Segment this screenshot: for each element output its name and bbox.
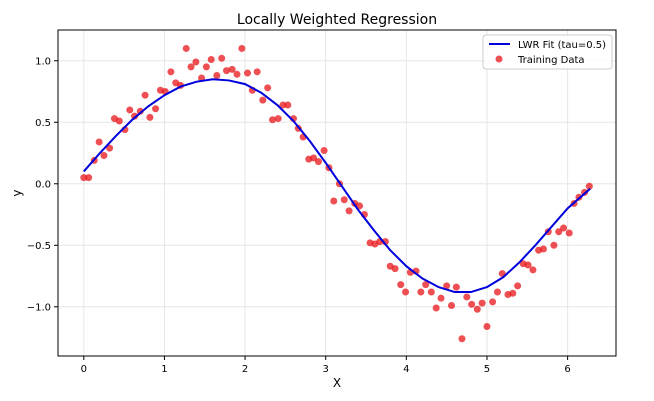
x-tick-label: 1	[161, 364, 167, 375]
training-data-point	[478, 299, 486, 307]
training-data-point	[264, 84, 272, 92]
training-data-point	[314, 158, 322, 166]
training-data-point	[493, 288, 501, 296]
training-data-point	[131, 112, 139, 120]
training-data-point	[443, 282, 451, 290]
training-data-point	[585, 182, 593, 190]
training-data-point	[550, 241, 558, 249]
training-data-point	[468, 300, 476, 308]
training-data-point	[397, 281, 405, 289]
training-data-point	[340, 196, 348, 204]
training-data-point	[80, 174, 88, 182]
training-data-point	[555, 228, 563, 236]
x-tick-label: 5	[484, 364, 490, 375]
training-data-point	[473, 305, 481, 313]
training-data-point	[136, 107, 144, 115]
training-data-point	[253, 68, 261, 76]
training-data-point	[218, 54, 226, 62]
training-data-point	[182, 44, 190, 52]
training-data-point	[560, 224, 568, 232]
training-data-point	[207, 56, 215, 64]
training-data-point	[514, 282, 522, 290]
chart-title: Locally Weighted Regression	[237, 12, 437, 28]
training-data-point	[146, 113, 154, 121]
legend: LWR Fit (tau=0.5) Training Data	[482, 34, 613, 70]
x-axis-label: X	[333, 376, 341, 390]
training-data-point	[524, 261, 532, 269]
training-data-point	[152, 105, 160, 113]
training-data-point	[463, 293, 471, 301]
training-data-point	[85, 174, 93, 182]
grid	[58, 30, 616, 356]
training-data-point	[489, 298, 497, 306]
training-data-point	[320, 147, 328, 155]
x-tick-label: 4	[403, 364, 409, 375]
training-data-point	[126, 106, 134, 114]
training-data-point	[427, 288, 435, 296]
legend-box	[482, 34, 613, 70]
legend-data-label: Training Data	[517, 55, 585, 66]
training-data-point	[422, 281, 430, 289]
training-data-point	[259, 96, 267, 104]
training-data-point	[192, 58, 200, 66]
training-data-point	[141, 91, 149, 99]
lwr-fit-line	[83, 78, 591, 294]
training-data-point	[345, 207, 353, 215]
y-tick-label: 0.5	[35, 118, 51, 129]
x-tick-label: 6	[564, 364, 570, 375]
training-data-point	[483, 322, 491, 330]
y-tick-label: −0.5	[27, 241, 51, 252]
training-data-point	[274, 115, 282, 123]
training-data-point	[539, 245, 547, 253]
y-tick-label: 1.0	[35, 56, 51, 67]
plot-area-frame	[57, 29, 617, 357]
y-tick-label: −1.0	[27, 302, 51, 313]
training-data-point	[310, 154, 318, 162]
training-data-point	[213, 72, 221, 80]
training-data-point	[243, 69, 251, 77]
y-axis-label: y	[10, 189, 24, 196]
training-data-point	[432, 304, 440, 312]
training-data-point	[100, 151, 108, 159]
training-data-point	[268, 116, 276, 124]
training-data-point	[417, 288, 425, 296]
axis-ticks: 0 1 2 3 4 5 6 −1.0 −0.5 0.0 0.5 1.0	[27, 56, 571, 375]
training-data-point	[279, 101, 287, 109]
training-data-point	[452, 283, 460, 291]
training-data-point	[115, 117, 123, 125]
x-tick-label: 3	[323, 364, 329, 375]
training-data-point	[391, 265, 399, 273]
legend-data-swatch	[495, 55, 503, 63]
training-data-point	[95, 138, 103, 146]
training-data-point	[448, 302, 455, 310]
training-data-point	[238, 44, 246, 52]
training-data-point	[228, 65, 236, 73]
training-data-point	[233, 70, 241, 78]
y-tick-label: 0.0	[35, 179, 51, 190]
training-data-point	[202, 63, 210, 71]
training-data-point	[458, 335, 466, 343]
training-data-point	[223, 67, 231, 75]
x-tick-label: 0	[81, 364, 87, 375]
training-data-point	[284, 101, 292, 109]
training-data-point	[187, 63, 195, 71]
training-data-point	[565, 229, 573, 237]
training-data-point	[330, 197, 338, 205]
training-data-point	[106, 144, 114, 152]
training-data-point	[529, 266, 537, 274]
training-data-point	[167, 68, 175, 76]
training-data-point	[437, 294, 445, 302]
training-data-point	[402, 288, 410, 296]
training-data-points	[80, 44, 593, 343]
legend-fit-label: LWR Fit (tau=0.5)	[518, 40, 606, 51]
training-data-point	[509, 289, 517, 297]
x-tick-label: 2	[242, 364, 248, 375]
